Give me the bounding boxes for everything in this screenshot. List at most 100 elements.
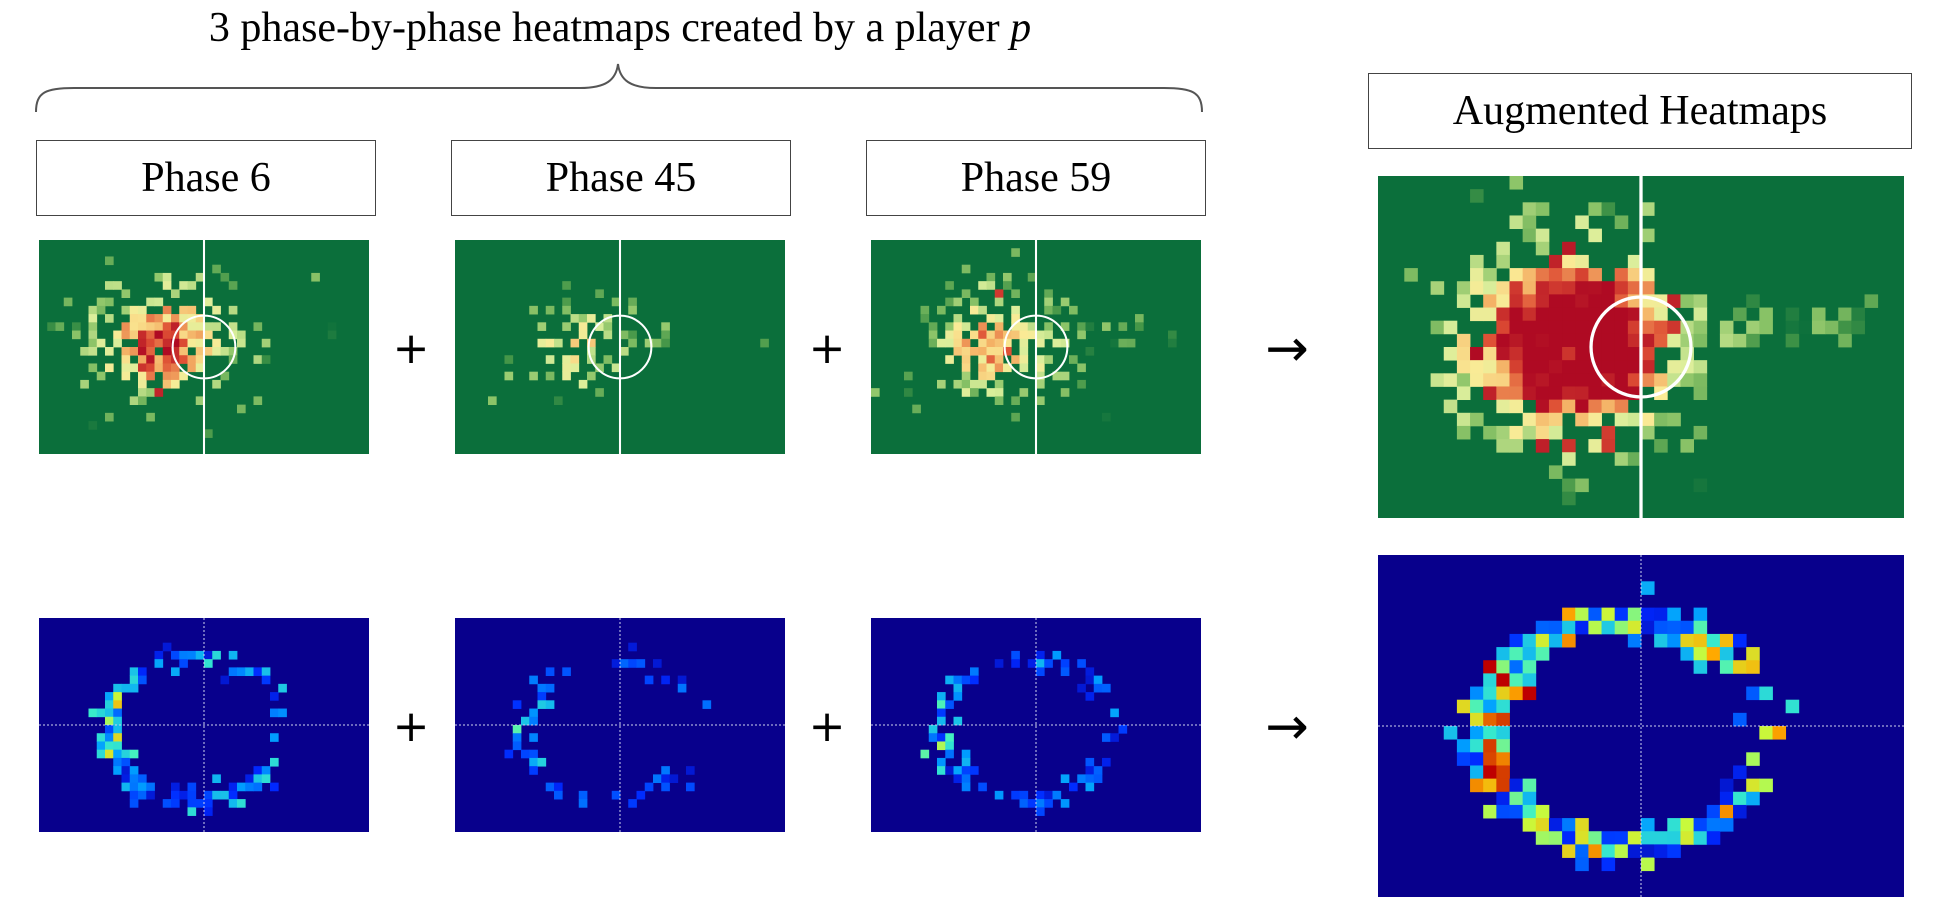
- heatmap-cell: [1562, 254, 1576, 269]
- heatmap-cell: [1522, 215, 1537, 230]
- heatmap-cell: [702, 700, 712, 709]
- heatmap-cell: [1027, 799, 1037, 808]
- heatmap-cell: [1535, 386, 1550, 401]
- heatmap-cell: [171, 799, 180, 808]
- heatmap-cell: [945, 281, 954, 290]
- heatmap-cell: [154, 338, 164, 348]
- heatmap-cell: [204, 322, 213, 331]
- heatmap-cell: [1614, 281, 1629, 295]
- heatmap-cell: [1864, 294, 1879, 308]
- phase-label-box-3: Phase 59: [866, 140, 1206, 216]
- heatmap-cell: [1654, 320, 1668, 335]
- heatmap-cell: [1693, 294, 1708, 308]
- heatmap-cell: [953, 379, 963, 389]
- heatmap-cell: [270, 782, 279, 792]
- heatmap-cell: [554, 396, 563, 406]
- heatmap-cell: [961, 355, 971, 364]
- heatmap-cell: [162, 355, 172, 364]
- heatmap-cell: [154, 659, 164, 668]
- heatmap-cell: [1509, 176, 1524, 190]
- heatmap-cell: [1693, 425, 1708, 440]
- heatmap-cell: [1509, 360, 1524, 374]
- heatmap-cell: [195, 272, 205, 282]
- heatmap-cell: [1535, 333, 1550, 348]
- heatmap-cell: [1535, 399, 1550, 414]
- heatmap-cell: [1601, 425, 1616, 440]
- heatmap-cell: [644, 338, 654, 348]
- heatmap-cell: [179, 305, 188, 315]
- heatmap-cell: [1627, 633, 1642, 648]
- heatmap-cell: [1456, 425, 1471, 440]
- heatmap-cell: [171, 667, 180, 677]
- heatmap-cell: [1470, 686, 1484, 701]
- heatmap-cell: [1496, 294, 1510, 308]
- heatmap-cell: [1085, 675, 1095, 685]
- heatmap-cell: [1110, 338, 1119, 348]
- heatmap-cell: [1118, 338, 1128, 348]
- heatmap-cell: [1470, 778, 1484, 793]
- heatmap-cell: [1509, 399, 1524, 414]
- heatmap-cell: [1825, 320, 1839, 335]
- heatmap-cell: [1654, 373, 1668, 387]
- heatmap-cell: [1746, 791, 1760, 806]
- heatmap-cell: [1509, 686, 1524, 701]
- heatmap-cell: [204, 347, 213, 356]
- heatmap-cell: [195, 347, 205, 356]
- heatmap-cell: [1667, 844, 1681, 858]
- heatmap-cell: [1535, 228, 1550, 243]
- heatmap-cell: [1535, 620, 1550, 635]
- heatmap-cell: [970, 379, 979, 389]
- heatmap-cell: [179, 338, 188, 348]
- heatmap-cell: [1535, 412, 1550, 427]
- heatmap-cell: [994, 330, 1004, 340]
- heatmap-cell: [1509, 791, 1524, 806]
- heatmap-cell: [945, 355, 954, 364]
- heatmap-cell: [228, 322, 238, 331]
- heatmap-cell: [1838, 333, 1852, 348]
- heatmap-cell: [653, 774, 662, 784]
- heatmap-cell: [1575, 620, 1589, 635]
- heatmap-cell: [1470, 752, 1484, 766]
- heatmap-cell: [1719, 660, 1734, 674]
- heatmap-cell: [228, 799, 238, 808]
- heatmap-cell: [1483, 660, 1497, 674]
- heatmap-cell: [1110, 708, 1119, 718]
- heatmap-cell: [1575, 320, 1589, 335]
- heatmap-cell: [677, 683, 687, 693]
- heatmap-cell: [1496, 281, 1510, 295]
- heatmap-cell: [1641, 268, 1655, 282]
- heatmap-cell: [970, 347, 979, 356]
- direction-heatmap-augmented: [1378, 555, 1904, 897]
- heatmap-cell: [1733, 333, 1747, 348]
- heatmap-cell: [1641, 281, 1655, 295]
- heatmap-cell: [1601, 831, 1616, 845]
- heatmap-cell: [937, 305, 946, 315]
- heatmap-cell: [1575, 607, 1589, 622]
- heatmap-cell: [1019, 355, 1029, 364]
- heatmap-cell: [1011, 396, 1020, 406]
- heatmap-cell: [1509, 386, 1524, 401]
- heatmap-cell: [1060, 667, 1070, 677]
- heatmap-cell: [162, 379, 172, 389]
- heatmap-cell: [1483, 307, 1497, 322]
- heatmap-cell: [1693, 831, 1708, 845]
- heatmap-cell: [1680, 294, 1694, 308]
- heatmap-cell: [611, 659, 621, 668]
- heatmap-cell: [1601, 857, 1616, 872]
- center-circle: [1003, 314, 1069, 380]
- heatmap-cell: [1077, 379, 1086, 389]
- heatmap-cell: [146, 297, 155, 307]
- heatmap-cell: [1601, 399, 1616, 414]
- heatmap-cell: [1693, 333, 1708, 348]
- heatmap-cell: [1044, 659, 1053, 668]
- heatmap-cell: [1680, 633, 1694, 648]
- heatmap-cell: [970, 766, 979, 775]
- heatmap-cell: [1535, 425, 1550, 440]
- heatmap-cell: [1601, 360, 1616, 374]
- heatmap-cell: [105, 741, 114, 751]
- heatmap-cell: [1483, 804, 1497, 819]
- heatmap-cell: [1627, 844, 1642, 858]
- heatmap-cell: [978, 322, 987, 331]
- heatmap-cell: [529, 371, 538, 381]
- heatmap-cell: [1456, 739, 1471, 753]
